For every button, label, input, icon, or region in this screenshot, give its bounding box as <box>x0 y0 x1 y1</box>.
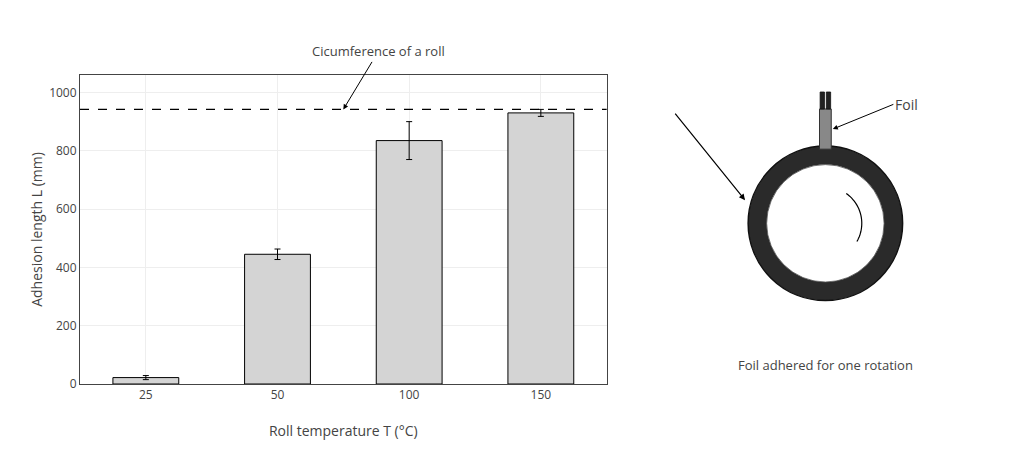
svg-text:Foil adhered for one rotation: Foil adhered for one rotation <box>738 356 913 374</box>
svg-text:Adhesion length L (mm): Adhesion length L (mm) <box>27 152 46 307</box>
svg-text:200: 200 <box>56 317 77 334</box>
svg-text:25: 25 <box>139 386 153 403</box>
svg-text:50: 50 <box>271 386 285 403</box>
svg-text:Cicumference of a roll: Cicumference of a roll <box>312 42 445 60</box>
svg-text:100: 100 <box>399 386 420 403</box>
svg-text:800: 800 <box>56 142 77 159</box>
svg-text:400: 400 <box>56 259 77 276</box>
svg-text:150: 150 <box>531 386 552 403</box>
svg-text:Roll temperature T (°C): Roll temperature T (°C) <box>269 421 418 440</box>
svg-text:1000: 1000 <box>49 84 77 101</box>
svg-text:600: 600 <box>56 200 77 217</box>
svg-text:Foil: Foil <box>895 95 918 114</box>
svg-text:0: 0 <box>70 375 77 392</box>
